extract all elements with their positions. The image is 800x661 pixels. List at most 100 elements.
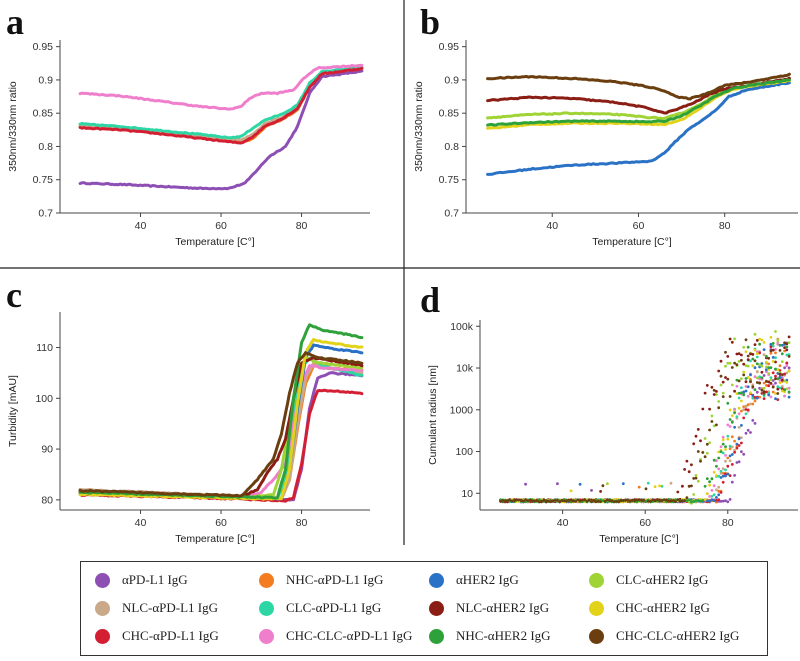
data-point — [767, 356, 771, 360]
data-point — [601, 484, 605, 488]
data-point — [619, 499, 623, 503]
data-point — [746, 358, 750, 361]
data-point — [785, 345, 789, 349]
data-point — [760, 376, 764, 380]
data-point — [717, 456, 721, 460]
data-point — [753, 422, 757, 425]
data-point — [540, 499, 543, 503]
data-point — [740, 391, 743, 395]
data-point — [737, 460, 741, 464]
data-point — [762, 374, 766, 377]
data-point — [760, 388, 764, 392]
data-point — [710, 420, 714, 423]
data-point — [603, 499, 607, 503]
data-point — [785, 371, 789, 375]
data-point — [690, 500, 693, 504]
series-points — [499, 335, 791, 504]
data-point — [755, 355, 759, 359]
data-point — [744, 385, 748, 388]
data-point — [735, 363, 739, 366]
data-point — [705, 442, 709, 446]
legend-label: CHC-CLC-αHER2 IgG — [616, 628, 740, 643]
data-point — [774, 392, 777, 395]
data-point — [699, 459, 702, 463]
data-point — [735, 378, 739, 382]
y-axis-label: 350nm/330nm ratio — [7, 81, 19, 172]
data-point — [733, 361, 736, 365]
y-tick-label: 0.7 — [444, 208, 459, 220]
data-point — [769, 378, 773, 382]
data-point — [751, 396, 755, 400]
data-point — [762, 348, 766, 351]
data-point — [653, 485, 657, 489]
data-point — [712, 458, 716, 462]
data-point — [524, 482, 527, 486]
data-point — [758, 375, 761, 379]
data-point — [692, 442, 696, 446]
data-point — [562, 499, 566, 503]
y-tick-label: 110 — [36, 342, 53, 354]
data-point — [774, 381, 777, 385]
data-point — [753, 343, 757, 346]
y-tick-label: 90 — [41, 444, 53, 456]
data-point — [703, 391, 707, 395]
data-point — [715, 474, 718, 477]
data-point — [676, 498, 680, 501]
data-point — [560, 499, 564, 502]
data-point — [685, 499, 689, 503]
data-point — [724, 448, 727, 451]
data-point — [692, 477, 696, 480]
data-point — [715, 496, 718, 499]
data-point — [717, 467, 721, 471]
data-point — [537, 500, 541, 504]
legend: αPD-L1 IgG NHC-αPD-L1 IgG αHER2 IgG CLC-αHE… — [80, 561, 768, 656]
data-point — [701, 407, 705, 411]
data-point — [783, 390, 786, 394]
data-point — [719, 476, 723, 479]
data-point — [778, 386, 782, 390]
data-point — [621, 482, 625, 485]
data-point — [724, 350, 727, 354]
data-point — [692, 500, 696, 503]
legend-label: αHER2 IgG — [456, 572, 519, 587]
y-tick-label: 0.75 — [439, 174, 460, 186]
data-point — [760, 370, 764, 374]
data-point — [740, 450, 743, 453]
data-point — [715, 488, 718, 492]
data-point — [701, 451, 705, 454]
data-point — [694, 474, 698, 477]
legend-item: CHC-CLC-αPD-L1 IgG — [259, 626, 412, 646]
data-point — [728, 444, 732, 448]
data-point — [735, 461, 739, 464]
legend-color-swatch — [429, 628, 444, 644]
legend-item: CLC-αPD-L1 IgG — [259, 598, 381, 618]
y-axis-label: Turbidity [mAU] — [7, 375, 19, 447]
legend-item: CHC-CLC-αHER2 IgG — [589, 626, 739, 646]
data-point — [705, 477, 709, 480]
data-point — [719, 374, 723, 378]
data-point — [712, 484, 716, 488]
series-line — [78, 66, 364, 140]
data-point — [692, 493, 696, 496]
y-tick-label: 100k — [450, 321, 474, 333]
data-point — [751, 385, 755, 389]
data-point — [662, 498, 666, 502]
data-point — [737, 444, 741, 447]
data-point — [715, 499, 718, 502]
legend-label: CHC-CLC-αPD-L1 IgG — [286, 628, 413, 643]
y-axis-label: 350nm/330nm ratio — [413, 81, 425, 172]
data-point — [762, 381, 766, 385]
y-tick-label: 100 — [35, 393, 53, 405]
data-point — [699, 439, 702, 443]
data-point — [703, 455, 707, 459]
series-line — [78, 63, 364, 111]
data-point — [755, 370, 759, 374]
data-point — [717, 485, 721, 489]
data-point — [512, 499, 516, 502]
panel-a-chart: 40 60 80 0.7 0.75 0.8 0.85 0.9 0.95 Temperature [… — [6, 2, 370, 248]
data-point — [783, 379, 786, 383]
data-point — [544, 499, 548, 503]
data-point — [749, 391, 752, 395]
data-point — [758, 337, 761, 341]
data-point — [635, 498, 639, 502]
